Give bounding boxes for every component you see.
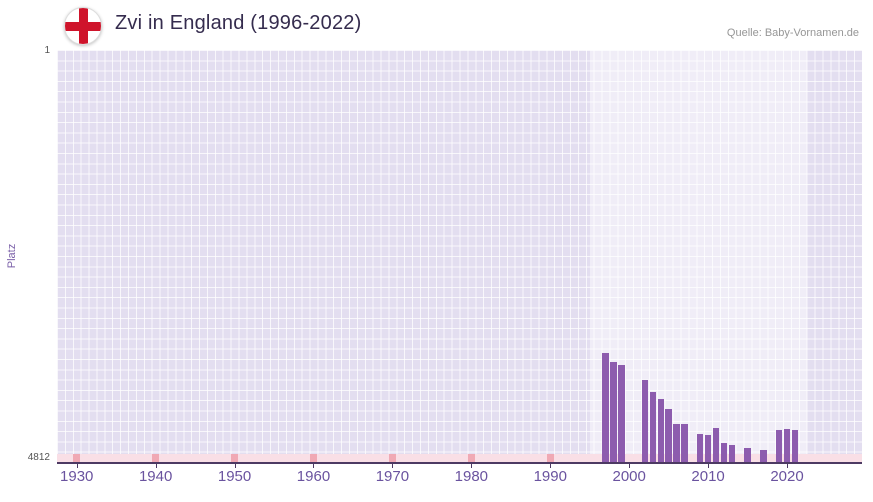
flag-cross-horizontal [65,21,101,31]
bar-2004 [657,399,664,462]
x-tick-label: 1940 [138,468,173,485]
bar-2010 [704,435,712,462]
bar-1997 [602,353,609,462]
bar-2002 [641,379,649,462]
x-tick-label: 1950 [217,468,252,485]
bar-2019 [775,430,783,462]
x-tick-label: 2010 [691,468,725,485]
x-tick-mark [76,464,78,468]
x-tick-label: 1960 [296,468,331,485]
bar-2006 [673,424,680,462]
y-axis-label: Platz [6,243,18,269]
x-tick-label: 2020 [770,468,804,485]
baseline-mark [309,454,317,462]
y-tick-max: 1 [44,45,50,56]
baseline-mark [73,454,81,462]
baseline-mark [388,454,396,462]
bar-2015 [744,448,751,462]
source-attribution: Quelle: Baby-Vornamen.de [726,27,859,39]
x-tick-mark [471,464,473,468]
chart-title: Zvi in England (1996-2022) [115,12,362,34]
x-tick-label: 1970 [375,468,410,485]
x-tick-label: 1980 [454,468,489,485]
x-tick-mark [234,464,236,468]
x-tick-label: 2000 [612,468,646,485]
baseline-mark [231,454,239,462]
bar-2012 [720,443,728,462]
bar-2011 [712,428,720,462]
baseline-mark [152,454,160,462]
baseline-mark [467,454,475,462]
x-tick-mark [392,464,394,468]
y-tick-min: 4812 [27,452,50,463]
bar-2020 [783,429,791,462]
x-tick-label: 1930 [60,468,94,485]
x-tick-label: 1990 [533,468,567,485]
bar-2007 [681,424,688,462]
england-flag-icon [64,7,102,45]
bar-1998 [610,361,617,462]
baseline-strip [57,454,862,462]
plot-area [57,50,862,464]
bar-2013 [728,444,736,462]
bar-2021 [791,430,799,462]
x-tick-mark [708,464,710,468]
x-tick-mark [629,464,631,468]
x-tick-mark [787,464,789,468]
bar-2005 [665,408,672,462]
highlight-band [589,50,807,462]
bar-2009 [696,433,704,462]
bar-1999 [618,365,625,462]
x-tick-mark [155,464,157,468]
baseline-mark [546,454,554,462]
bar-2017 [760,449,767,462]
bar-2003 [649,391,657,462]
x-tick-mark [550,464,552,468]
x-tick-mark [313,464,315,468]
